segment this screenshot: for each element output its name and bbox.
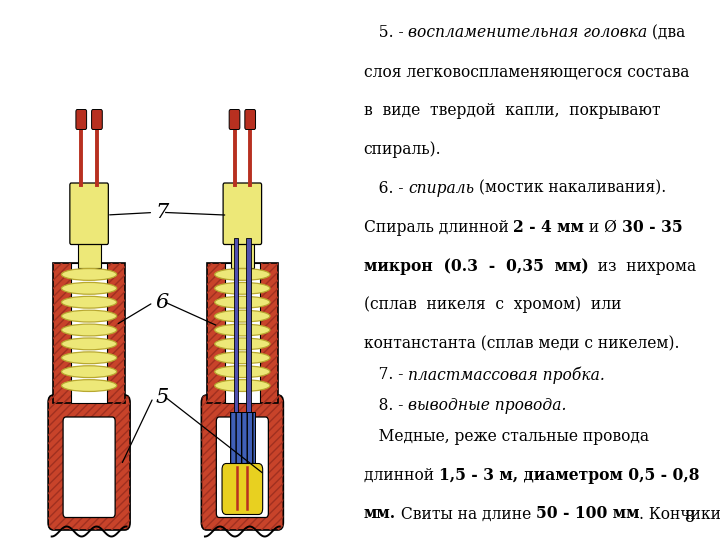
Bar [246,238,251,418]
Text: 30 - 35: 30 - 35 [622,219,683,235]
Text: (сплав  никеля  с  хромом)  или: (сплав никеля с хромом) или [364,296,621,313]
FancyBboxPatch shape [222,463,263,515]
Text: выводные провода.: выводные провода. [408,397,566,414]
Bar [233,238,238,418]
Text: 5: 5 [155,388,168,407]
Text: мм.: мм. [364,505,396,522]
FancyBboxPatch shape [70,183,108,245]
Ellipse shape [215,310,270,322]
Bar [230,411,255,472]
Bar [207,262,278,402]
Ellipse shape [61,310,117,322]
Ellipse shape [61,324,117,336]
Bar [225,262,260,402]
Text: 2 - 4 мм: 2 - 4 мм [513,219,584,235]
Text: 6: 6 [155,293,168,312]
Bar [207,262,278,402]
Text: спираль: спираль [408,180,474,197]
Text: слоя легковоспламеняющегося состава: слоя легковоспламеняющегося состава [364,63,689,80]
Bar [53,262,125,402]
Ellipse shape [61,352,117,363]
Ellipse shape [215,338,270,350]
Text: (два: (два [647,24,685,41]
Bar [71,262,107,402]
Ellipse shape [215,352,270,363]
FancyBboxPatch shape [91,110,102,130]
Text: (мостик накаливания).: (мостик накаливания). [474,180,666,197]
Ellipse shape [215,366,270,377]
Text: контанстанта (сплав меди с никелем).: контанстанта (сплав меди с никелем). [364,335,679,352]
Text: Спираль длинной: Спираль длинной [364,219,513,235]
Text: 5. -: 5. - [364,24,408,41]
Ellipse shape [61,282,117,294]
Ellipse shape [61,338,117,350]
Text: спираль).: спираль). [364,141,441,158]
FancyBboxPatch shape [76,110,86,130]
Ellipse shape [215,296,270,308]
FancyBboxPatch shape [229,110,240,130]
Ellipse shape [61,380,117,392]
Ellipse shape [61,268,117,280]
Text: из  нихрома: из нихрома [588,258,696,274]
Text: в  виде  твердой  капли,  покрывают: в виде твердой капли, покрывают [364,102,660,119]
Ellipse shape [215,380,270,392]
Text: 7. -: 7. - [364,366,408,383]
Text: Медные, реже стальные провода: Медные, реже стальные провода [364,428,649,444]
Text: 50 - 100 мм: 50 - 100 мм [536,505,639,522]
Text: 6. -: 6. - [364,180,408,197]
Text: длинной: длинной [364,467,438,483]
FancyBboxPatch shape [245,110,256,130]
Text: и Ø: и Ø [584,219,622,235]
Text: Свиты на длине: Свиты на длине [396,505,536,522]
FancyBboxPatch shape [63,417,115,517]
Text: микрон  (0.3  -  0,35  мм): микрон (0.3 - 0,35 мм) [364,258,588,274]
FancyBboxPatch shape [202,395,284,530]
Bar [78,240,101,267]
Bar [231,240,254,267]
Text: пластмассовая пробка.: пластмассовая пробка. [408,366,605,383]
Text: 1,5 - 3 м, диаметром 0,5 - 0,8: 1,5 - 3 м, диаметром 0,5 - 0,8 [438,467,699,483]
Ellipse shape [61,366,117,377]
FancyBboxPatch shape [223,183,261,245]
Text: 8: 8 [685,510,695,526]
Text: 8. -: 8. - [364,397,408,414]
Ellipse shape [215,268,270,280]
Text: . Кончики зачищены.: . Кончики зачищены. [639,505,720,522]
Text: 7: 7 [155,203,168,222]
FancyBboxPatch shape [216,417,269,517]
Ellipse shape [215,282,270,294]
Bar [53,262,125,402]
Text: воспламенительная головка: воспламенительная головка [408,24,647,41]
FancyBboxPatch shape [48,395,130,530]
Ellipse shape [215,324,270,336]
Ellipse shape [61,296,117,308]
